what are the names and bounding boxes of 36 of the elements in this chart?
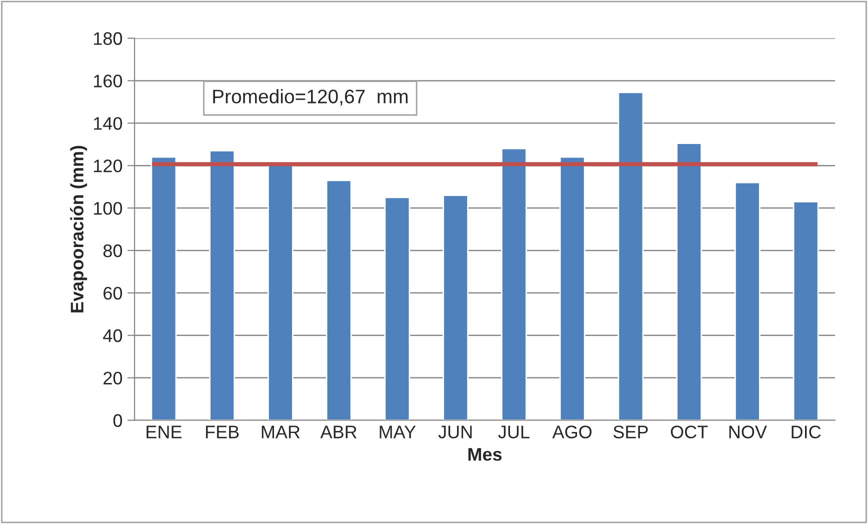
y-tick-label: 60 [104, 286, 122, 300]
y-tick-label: 120 [94, 160, 122, 172]
x-tick-label: NOV [729, 426, 767, 438]
bar [734, 182, 760, 420]
bar [676, 142, 702, 420]
bar [559, 156, 586, 420]
x-tick-label: MAR [262, 426, 300, 438]
bar [326, 180, 352, 420]
x-tick-label: JUL [498, 426, 530, 438]
x-tick-label: SEP [613, 426, 648, 438]
x-tick-label: AGO [552, 426, 592, 438]
y-tick-label: 80 [103, 244, 122, 258]
x-axis-title: Mes [468, 448, 502, 461]
y-tick-label: 100 [94, 202, 122, 215]
x-tick-label: FEB [206, 426, 239, 438]
x-tick-label: DIC [792, 426, 821, 438]
y-axis-title: Evapooración (mm) [70, 146, 88, 312]
x-tick-label: ABR [320, 426, 357, 438]
x-tick-label: MAY [380, 426, 416, 438]
x-tick-label: ENE [146, 426, 182, 438]
y-tick-label: 140 [94, 117, 122, 130]
y-tick-label: 20 [104, 372, 122, 385]
annotation: Promedio=120,67 mm [213, 89, 408, 106]
bar [618, 92, 644, 420]
bar [209, 150, 236, 420]
y-tick-label: 180 [94, 32, 122, 45]
x-tick-label: JUN [438, 426, 472, 438]
x-tick-label: OCT [670, 426, 708, 438]
bar [384, 196, 410, 420]
y-tick-label: 0 [113, 414, 122, 427]
bar [501, 148, 527, 420]
bar [150, 156, 177, 420]
y-tick-label: 160 [94, 74, 122, 88]
bar [442, 194, 469, 420]
y-tick-label: 40 [103, 329, 122, 342]
bar [792, 200, 819, 420]
